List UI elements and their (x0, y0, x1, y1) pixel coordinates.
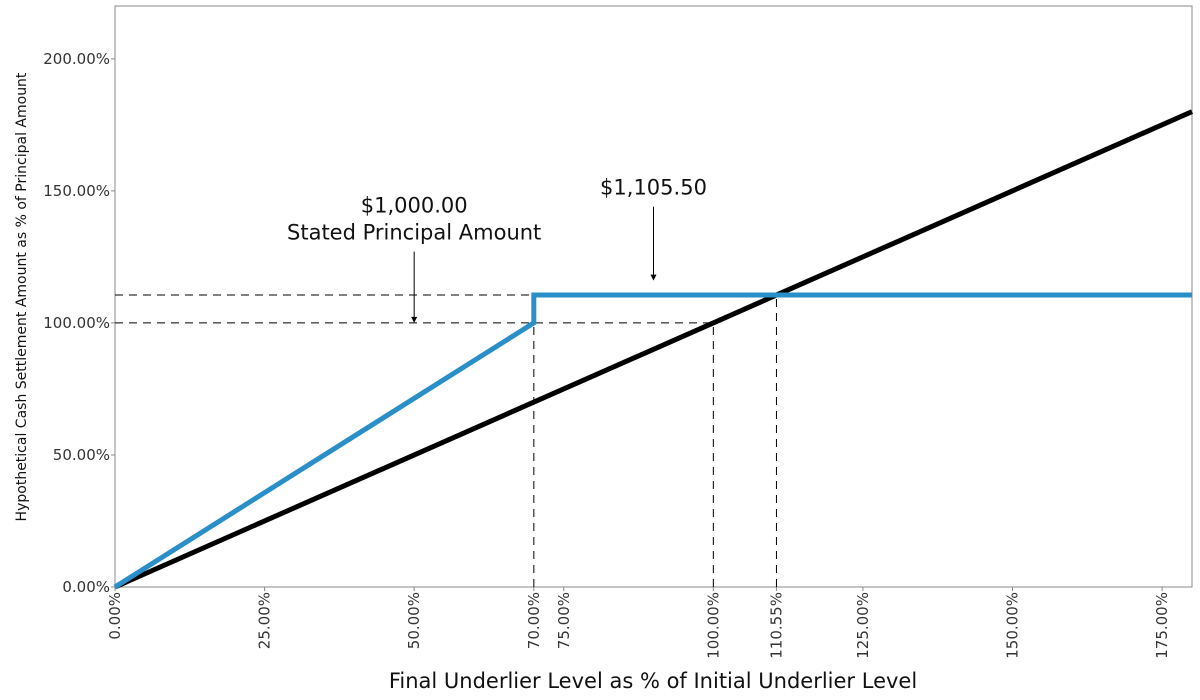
x-axis-ticks: 0.00% 25.00% 50.00% 70.00% 75.00% 100.00% 110.… (106, 587, 1171, 659)
y-axis-ticks: 0.00% 50.00% 100.00% 150.00% 200.00% (43, 50, 115, 596)
x-tick-label-8: 150.00% (1004, 592, 1022, 659)
annotation-text-0-1: Stated Principal Amount (287, 221, 541, 245)
y-axis-title: Hypothetical Cash Settlement Amount as %… (14, 72, 30, 521)
annotation-text-1-0: $1,105.50 (600, 176, 707, 200)
y-tick-label-4: 200.00% (43, 50, 110, 68)
x-axis-title: Final Underlier Level as % of Initial Un… (389, 669, 917, 693)
annotations: $1,000.00 Stated Principal Amount $1,105.5… (287, 176, 707, 323)
x-tick-label-0: 0.00% (106, 592, 124, 640)
y-tick-label-0: 0.00% (62, 578, 110, 596)
x-tick-label-4: 75.00% (555, 592, 573, 649)
annotation-arrow-head-1 (650, 274, 657, 281)
x-tick-label-6: 110.55% (767, 592, 785, 659)
x-tick-label-2: 50.00% (405, 592, 423, 649)
x-tick-label-9: 175.00% (1153, 592, 1171, 659)
y-tick-label-3: 150.00% (43, 182, 110, 200)
x-tick-label-7: 125.00% (854, 592, 872, 659)
series-lines (113, 109, 1194, 590)
y-tick-label-1: 50.00% (53, 446, 110, 464)
annotation-arrow-head-0 (411, 316, 418, 323)
series-line-0 (113, 292, 1192, 590)
y-tick-label-2: 100.00% (43, 314, 110, 332)
x-tick-label-3: 70.00% (525, 592, 543, 649)
annotation-text-0-0: $1,000.00 (361, 194, 468, 218)
x-tick-label-5: 100.00% (704, 592, 722, 659)
x-tick-label-1: 25.00% (256, 592, 274, 649)
series-line-1 (113, 109, 1194, 590)
